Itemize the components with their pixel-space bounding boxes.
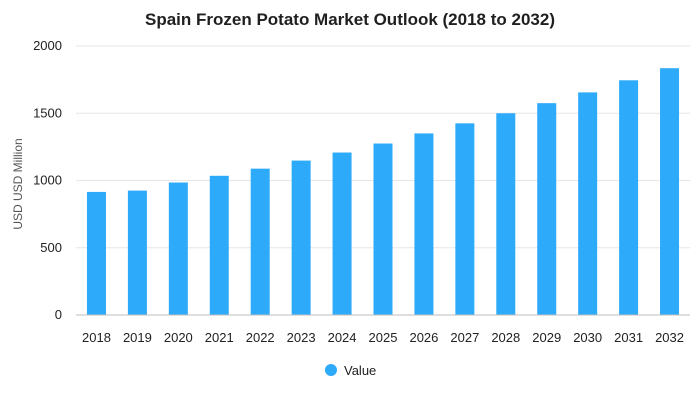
y-tick-label: 2000 (33, 38, 62, 53)
legend-marker-value (325, 364, 337, 376)
bar-2031[interactable] (619, 80, 639, 315)
bars (86, 68, 680, 316)
bar-2029[interactable] (537, 103, 557, 315)
y-axis-ticks: 0 500 1000 1500 2000 (33, 38, 62, 322)
x-tick-label: 2019 (123, 330, 152, 345)
y-tick-label: 500 (40, 240, 62, 255)
x-tick-label: 2024 (328, 330, 357, 345)
x-tick-label: 2020 (164, 330, 193, 345)
bar-2032[interactable] (660, 68, 680, 315)
bar-2025[interactable] (373, 143, 393, 315)
x-tick-label: 2032 (655, 330, 684, 345)
bar-2023[interactable] (291, 160, 311, 315)
x-tick-label: 2027 (450, 330, 479, 345)
bar-2027[interactable] (455, 123, 475, 316)
bar-2021[interactable] (209, 175, 229, 315)
y-tick-label: 1000 (33, 173, 62, 188)
legend-label-value: Value (344, 363, 376, 378)
bar-2022[interactable] (250, 168, 270, 315)
bar-2028[interactable] (496, 113, 516, 315)
chart-title: Spain Frozen Potato Market Outlook (2018… (145, 10, 555, 29)
legend[interactable]: Value (325, 363, 376, 378)
x-tick-label: 2030 (573, 330, 602, 345)
x-tick-label: 2031 (614, 330, 643, 345)
bar-2030[interactable] (578, 92, 598, 315)
bar-2018[interactable] (86, 191, 106, 315)
x-tick-label: 2021 (205, 330, 234, 345)
bar-2024[interactable] (332, 152, 352, 315)
bar-2020[interactable] (168, 182, 188, 315)
bar-2019[interactable] (127, 190, 147, 315)
bar-2026[interactable] (414, 133, 434, 315)
x-tick-label: 2018 (82, 330, 111, 345)
x-axis-ticks: 2018 2019 2020 2021 2022 2023 2024 2025 2026 2027… (82, 330, 684, 345)
x-tick-label: 2028 (491, 330, 520, 345)
x-tick-label: 2025 (369, 330, 398, 345)
x-tick-label: 2026 (409, 330, 438, 345)
x-tick-label: 2029 (532, 330, 561, 345)
x-tick-label: 2023 (287, 330, 316, 345)
x-tick-label: 2022 (246, 330, 275, 345)
y-tick-label: 1500 (33, 105, 62, 120)
y-tick-label: 0 (55, 307, 62, 322)
y-axis-label: USD USD Million (11, 138, 25, 229)
